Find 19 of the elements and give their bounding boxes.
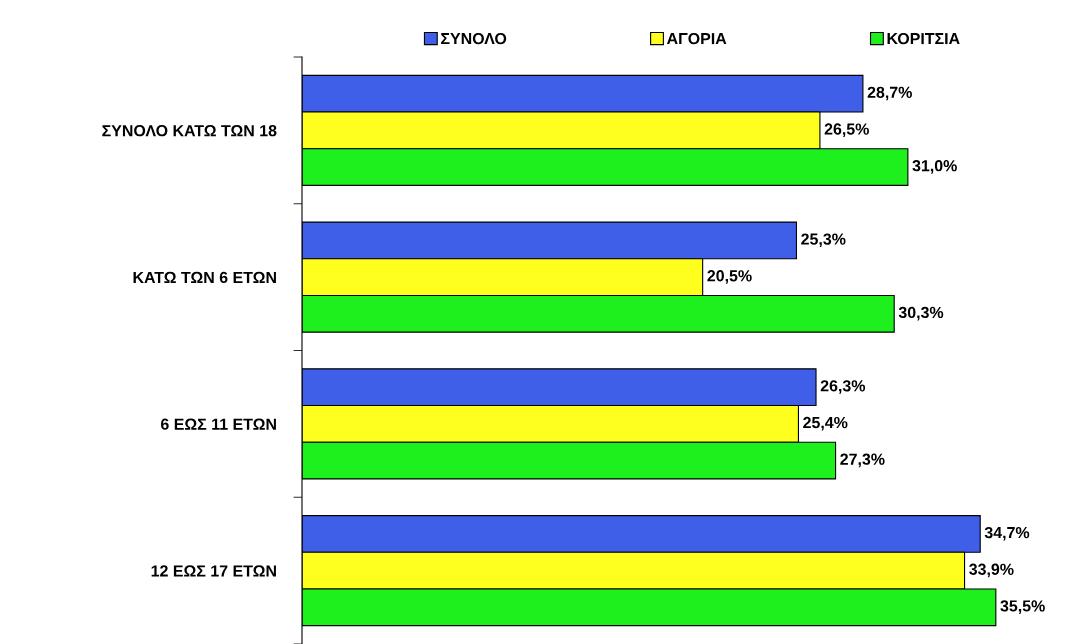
data-label: 27,3%: [840, 453, 885, 468]
data-label: 25,4%: [803, 416, 848, 431]
y-tick-label: ΚΑΤΩ ΤΩΝ 6 ΕΤΩΝ: [133, 271, 276, 284]
data-label: 30,3%: [898, 306, 944, 321]
legend-label: ΣΥΝΟΛΟ: [441, 32, 507, 45]
data-label: 26,3%: [820, 380, 866, 394]
data-label: 26,5%: [824, 123, 869, 137]
legend-label: ΑΓΟΡΙΑ: [666, 32, 727, 45]
y-tick-label: 12 ΕΩΣ 17 ΕΤΩΝ: [151, 565, 276, 577]
legend-label: ΚΟΡΙΤΣΙΑ: [887, 32, 960, 45]
data-label: 20,5%: [707, 270, 752, 284]
data-label: 35,5%: [1000, 600, 1045, 614]
y-tick-label: 6 ΕΩΣ 11 ΕΤΩΝ: [160, 418, 276, 430]
data-label: 33,9%: [969, 563, 1014, 578]
data-label: 25,3%: [801, 233, 846, 248]
y-tick-label: ΣΥΝΟΛΟ ΚΑΤΩ ΤΩΝ 18: [102, 125, 277, 137]
data-label: 31,0%: [912, 160, 957, 174]
data-label: 28,7%: [867, 86, 912, 101]
data-label: 34,7%: [984, 526, 1030, 541]
